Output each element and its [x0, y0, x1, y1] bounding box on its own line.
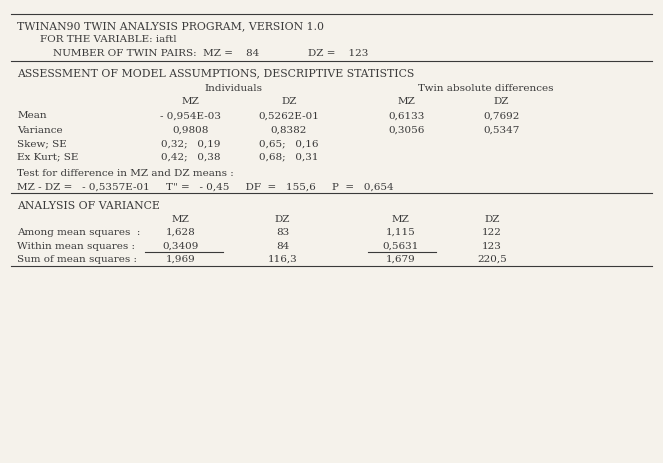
Text: Within mean squares :: Within mean squares : — [17, 242, 135, 250]
Text: Individuals: Individuals — [204, 84, 263, 93]
Text: 0,3409: 0,3409 — [162, 242, 199, 250]
Text: 116,3: 116,3 — [268, 255, 297, 264]
Text: MZ: MZ — [391, 215, 409, 224]
Text: NUMBER OF TWIN PAIRS:  MZ =    84               DZ =    123: NUMBER OF TWIN PAIRS: MZ = 84 DZ = 123 — [53, 49, 369, 58]
Text: 0,5262E-01: 0,5262E-01 — [259, 112, 320, 120]
Text: MZ: MZ — [172, 215, 190, 224]
Text: DZ: DZ — [274, 215, 290, 224]
Text: 0,3056: 0,3056 — [389, 125, 425, 135]
Text: ANALYSIS OF VARIANCE: ANALYSIS OF VARIANCE — [17, 200, 160, 211]
Text: Sum of mean squares :: Sum of mean squares : — [17, 255, 137, 264]
Text: 0,68;   0,31: 0,68; 0,31 — [259, 153, 319, 162]
Text: 83: 83 — [276, 228, 289, 237]
Text: 0,32;   0,19: 0,32; 0,19 — [161, 139, 221, 148]
Text: MZ: MZ — [398, 97, 416, 106]
Text: 0,65;   0,16: 0,65; 0,16 — [259, 139, 319, 148]
Text: 0,7692: 0,7692 — [483, 112, 520, 120]
Text: DZ: DZ — [281, 97, 297, 106]
Text: TWINAN90 TWIN ANALYSIS PROGRAM, VERSION 1.0: TWINAN90 TWIN ANALYSIS PROGRAM, VERSION … — [17, 21, 324, 31]
Text: 0,5347: 0,5347 — [483, 125, 520, 135]
Text: Test for difference in MZ and DZ means :: Test for difference in MZ and DZ means : — [17, 169, 234, 178]
Text: FOR THE VARIABLE: iaftl: FOR THE VARIABLE: iaftl — [40, 35, 177, 44]
Text: DZ: DZ — [494, 97, 509, 106]
Text: 1,969: 1,969 — [166, 255, 196, 264]
Text: 0,6133: 0,6133 — [389, 112, 425, 120]
Text: - 0,954E-03: - 0,954E-03 — [160, 112, 221, 120]
Text: ASSESSMENT OF MODEL ASSUMPTIONS, DESCRIPTIVE STATISTICS: ASSESSMENT OF MODEL ASSUMPTIONS, DESCRIP… — [17, 68, 414, 78]
Text: Twin absolute differences: Twin absolute differences — [418, 84, 553, 93]
Text: 0,42;   0,38: 0,42; 0,38 — [161, 153, 221, 162]
Text: 0,5631: 0,5631 — [382, 242, 418, 250]
Text: 122: 122 — [482, 228, 502, 237]
Text: Variance: Variance — [17, 125, 63, 135]
Text: 0,8382: 0,8382 — [271, 125, 307, 135]
Text: 0,9808: 0,9808 — [172, 125, 209, 135]
Text: Ex Kurt; SE: Ex Kurt; SE — [17, 153, 79, 162]
Text: Skew; SE: Skew; SE — [17, 139, 67, 148]
Text: 1,679: 1,679 — [385, 255, 415, 264]
Text: 84: 84 — [276, 242, 289, 250]
Text: MZ: MZ — [182, 97, 200, 106]
Text: Among mean squares  :: Among mean squares : — [17, 228, 141, 237]
Text: 1,115: 1,115 — [385, 228, 415, 237]
Text: Mean: Mean — [17, 112, 47, 120]
Text: DZ: DZ — [484, 215, 500, 224]
Text: 123: 123 — [482, 242, 502, 250]
Text: 220,5: 220,5 — [477, 255, 507, 264]
Text: 1,628: 1,628 — [166, 228, 196, 237]
Text: MZ - DZ =   - 0,5357E-01     T" =   - 0,45     DF  =   155,6     P  =   0,654: MZ - DZ = - 0,5357E-01 T" = - 0,45 DF = … — [17, 182, 394, 191]
